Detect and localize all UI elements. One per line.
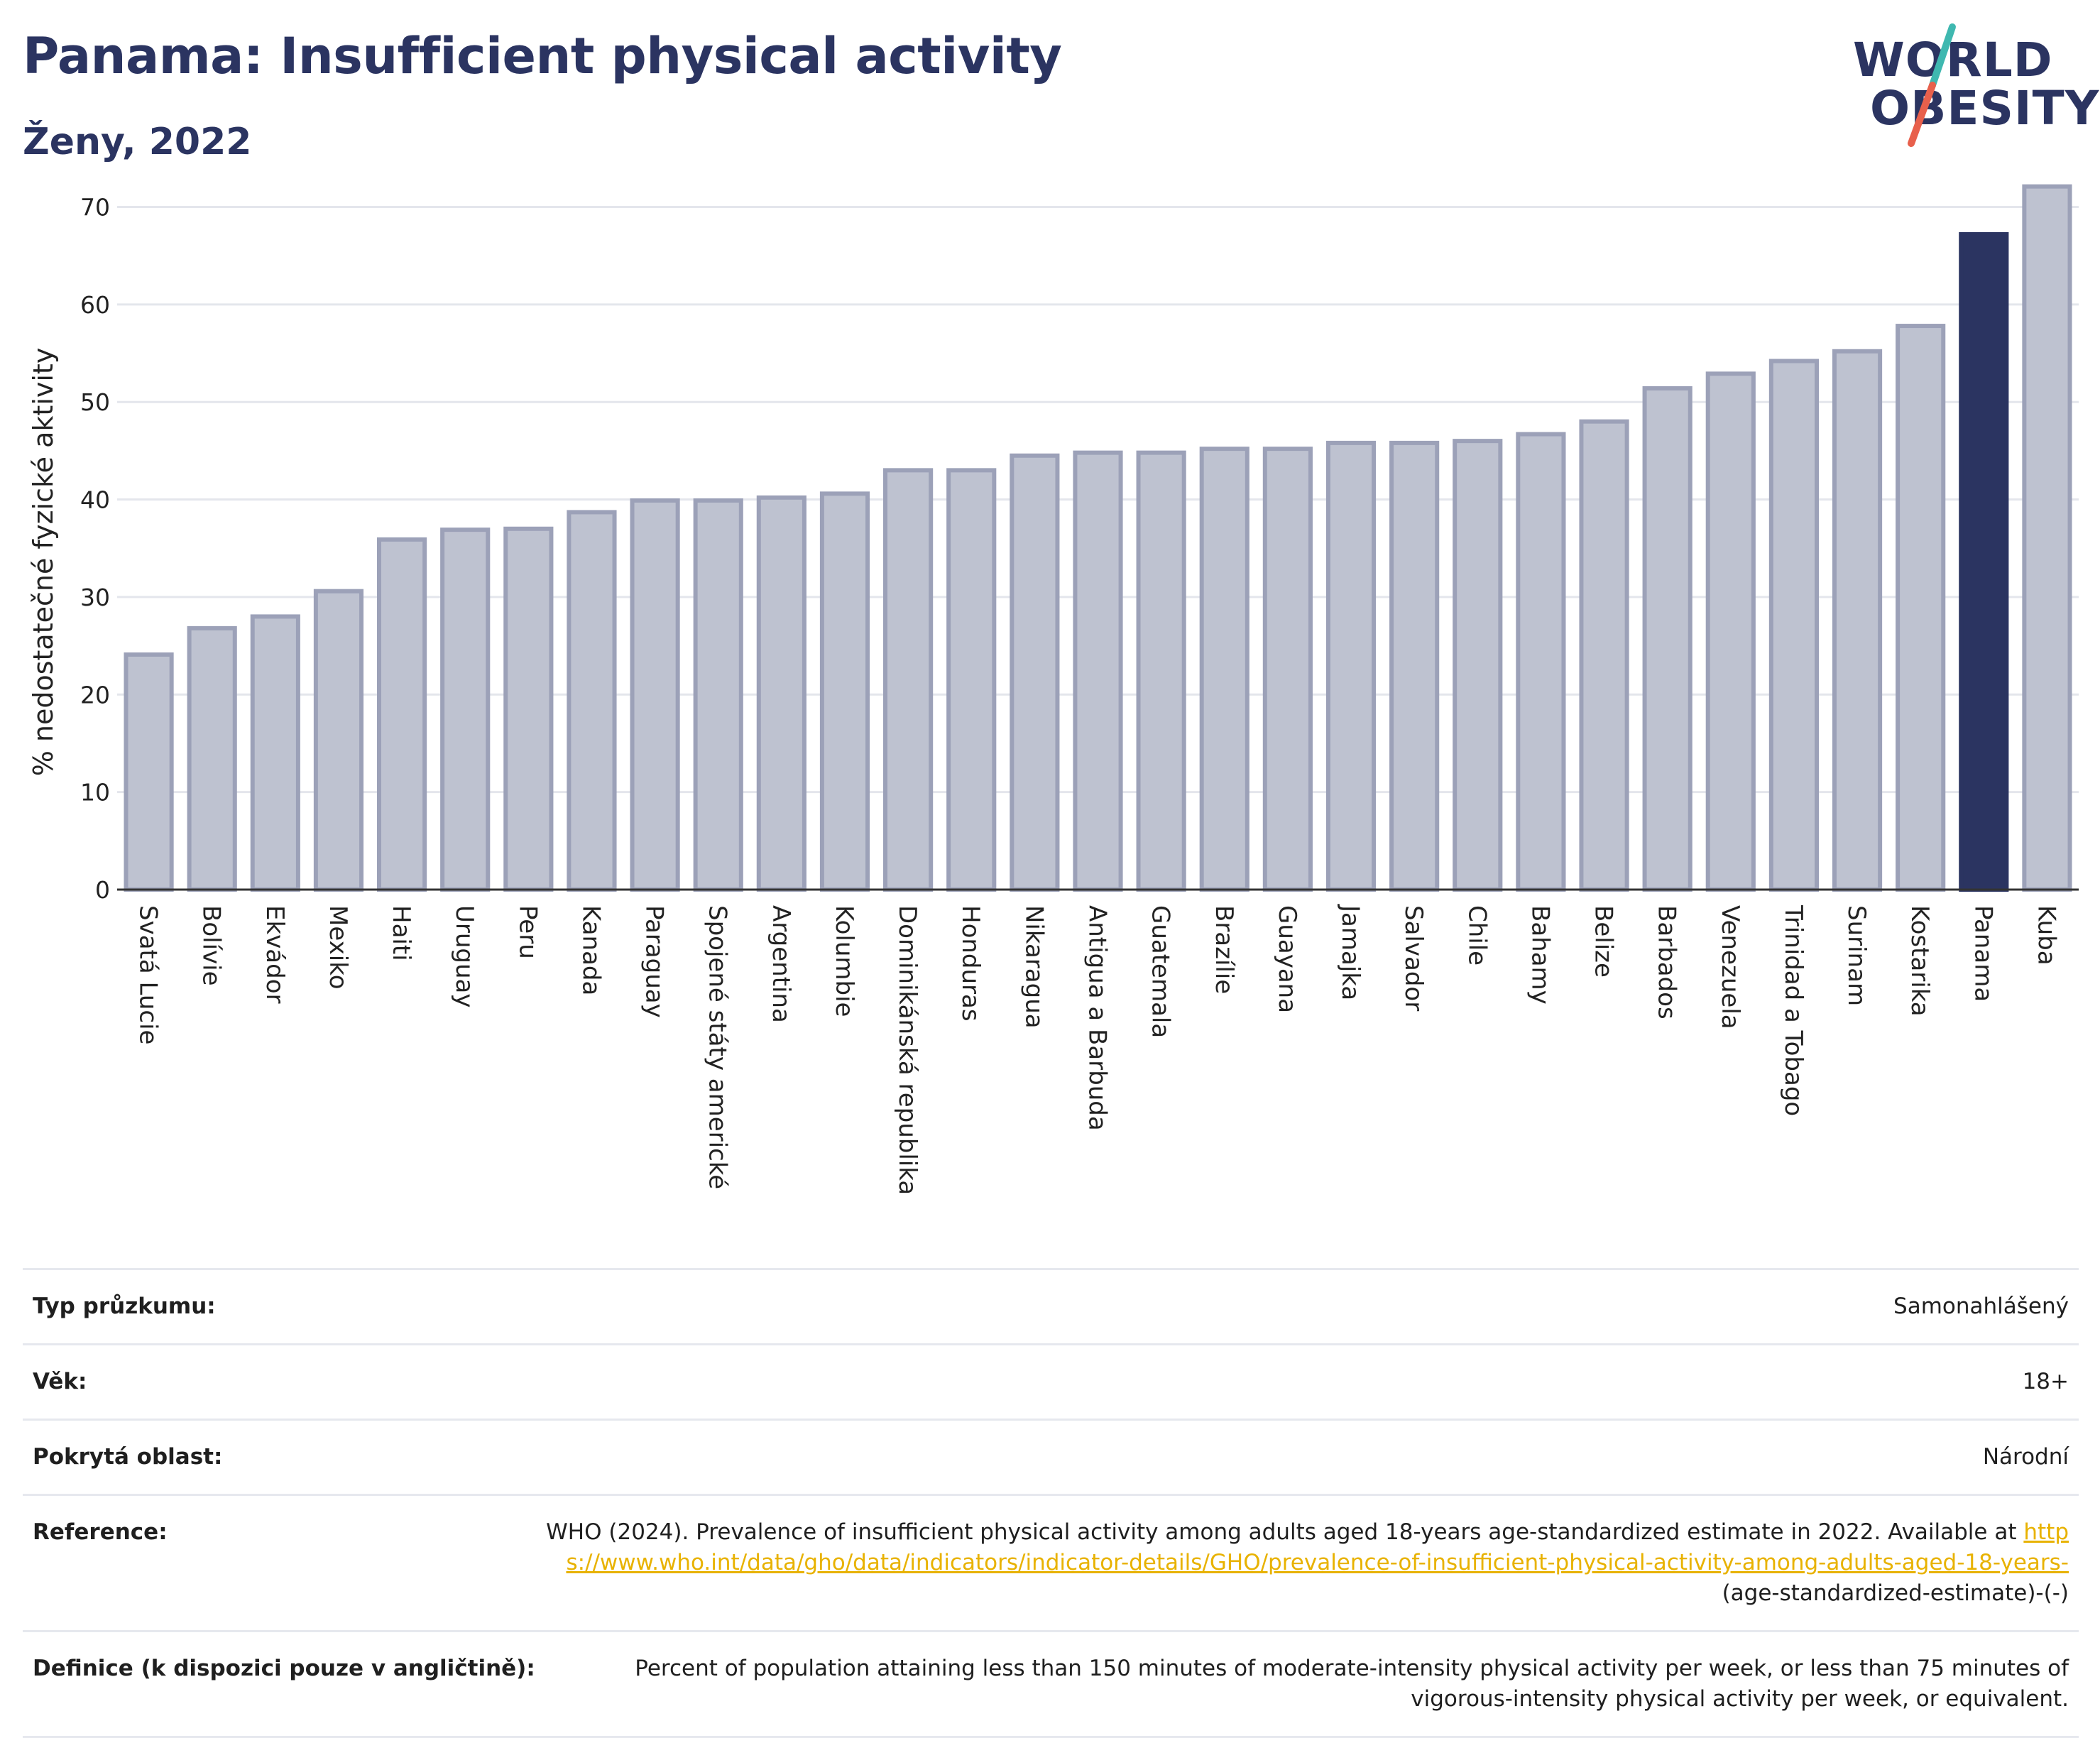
bar — [883, 468, 934, 892]
info-label: Typ průzkumu: — [33, 1294, 216, 1319]
x-tick-label: Uruguay — [450, 905, 478, 1008]
bar — [1642, 386, 1692, 892]
bar — [567, 510, 617, 892]
x-tick-label: Chile — [1462, 905, 1491, 966]
x-tick-label: Kuba — [2032, 905, 2060, 966]
bar — [1896, 324, 1946, 892]
y-tick-label: 0 — [95, 876, 110, 904]
x-tick-label: Belize — [1590, 905, 1618, 978]
x-tick-label: Bahamy — [1526, 905, 1554, 1005]
info-row-reference: Reference: WHO (2024). Prevalence of ins… — [23, 1494, 2079, 1630]
x-tick-label: Honduras — [956, 905, 985, 1022]
info-value: Percent of population attaining less tha… — [635, 1656, 2069, 1712]
bar — [313, 589, 364, 892]
bar — [1959, 231, 2009, 892]
x-tick-label: Nikaragua — [1019, 905, 1048, 1029]
y-axis-label: % nedostatečné fyzické aktivity — [28, 348, 59, 777]
bar — [819, 491, 870, 892]
bar — [1136, 450, 1186, 892]
logo-line-1: WORLD — [1853, 33, 2053, 87]
bar — [1516, 432, 1566, 892]
bar — [1389, 440, 1440, 892]
info-value: Národní — [1982, 1444, 2069, 1470]
y-tick-label: 60 — [80, 291, 110, 319]
bar — [2022, 184, 2072, 892]
y-tick-label: 30 — [80, 584, 110, 611]
x-tick-label: Trinidad a Tobago — [1779, 904, 1808, 1116]
chart-title: Panama: Insufficient physical activity — [23, 27, 1062, 85]
y-tick-label: 20 — [80, 681, 110, 709]
bar — [1705, 371, 1756, 892]
bar — [1073, 450, 1123, 892]
info-label: Pokrytá oblast: — [33, 1444, 223, 1470]
x-tick-label: Peru — [513, 905, 542, 959]
bar — [1453, 439, 1503, 892]
x-tick-label: Spojené státy americké — [704, 905, 732, 1189]
x-tick-label: Paraguay — [640, 905, 669, 1018]
y-tick-label: 50 — [80, 388, 110, 416]
bar — [946, 468, 997, 892]
info-row-survey-type: Typ průzkumu: Samonahlášený — [23, 1268, 2079, 1343]
x-tick-label: Salvador — [1399, 905, 1428, 1011]
x-tick-label: Kanada — [576, 905, 605, 995]
x-tick-label: Svatá Lucie — [134, 905, 163, 1044]
bar — [1199, 447, 1249, 892]
reference-link[interactable]: https://www.who.int/data/gho/data/indica… — [566, 1519, 2069, 1575]
world-obesity-logo: WORLD OBESITY — [1853, 21, 2099, 149]
x-tick-label: Kolumbie — [830, 905, 858, 1017]
x-tick-label: Mexiko — [324, 905, 352, 990]
chart-subtitle: Ženy, 2022 — [23, 121, 252, 163]
y-tick-label: 70 — [80, 193, 110, 221]
x-tick-label: Kostarika — [1905, 905, 1934, 1017]
info-value: 18+ — [2022, 1369, 2069, 1394]
bar — [1010, 453, 1060, 892]
info-value: WHO (2024). Prevalence of insufficient p… — [542, 1517, 2069, 1609]
info-row-age: Věk: 18+ — [23, 1343, 2079, 1419]
bar-chart: 0 10 20 30 40 50 60 70 % nedostatečné fyzické ak… — [28, 184, 2079, 1195]
bar — [756, 495, 806, 892]
x-tick-label: Brazílie — [1210, 905, 1238, 994]
bar — [1262, 447, 1313, 892]
x-tick-label: Antigua a Barbuda — [1083, 905, 1112, 1131]
info-label: Reference: — [33, 1519, 168, 1545]
bar — [1768, 359, 1820, 892]
x-tick-label: Ekvádor — [261, 905, 289, 1004]
x-tick-label: Surinam — [1842, 905, 1871, 1006]
x-tick-label: Argentina — [767, 905, 795, 1023]
reference-suffix: (age-standardized-estimate)-(-) — [1722, 1580, 2069, 1606]
bar — [630, 498, 680, 892]
info-label: Věk: — [33, 1369, 87, 1394]
bar — [1579, 419, 1629, 892]
x-tick-label: Barbados — [1653, 905, 1681, 1020]
y-tick-label: 40 — [80, 486, 110, 514]
info-row-coverage: Pokrytá oblast: Národní — [23, 1419, 2079, 1494]
x-tick-label: Venezuela — [1716, 905, 1744, 1029]
info-value: Samonahlášený — [1893, 1294, 2069, 1319]
x-tick-label: Haiti — [387, 905, 415, 961]
bar — [1325, 440, 1377, 892]
bar — [250, 614, 300, 892]
bar — [1832, 349, 1883, 892]
bar — [440, 528, 491, 892]
x-tick-label: Bolívie — [197, 905, 226, 986]
x-tick-label: Panama — [1969, 905, 1997, 1002]
info-row-definition: Definice (k dispozici pouze v angličtině… — [23, 1630, 2079, 1738]
info-label: Definice (k dispozici pouze v angličtině… — [33, 1656, 535, 1681]
x-tick-label: Guatemala — [1147, 905, 1175, 1038]
bar — [124, 652, 174, 892]
x-tick-label: Dominikánská republika — [893, 905, 922, 1195]
bar — [503, 526, 554, 892]
bar — [693, 498, 743, 892]
logo-line-2: OBESITY — [1870, 81, 2100, 136]
x-tick-label: Guayana — [1273, 905, 1301, 1013]
x-tick-label: Jamajka — [1336, 904, 1365, 1000]
bar — [187, 625, 237, 892]
bar — [376, 537, 427, 892]
info-table: Typ průzkumu: Samonahlášený Věk: 18+ Pok… — [23, 1268, 2079, 1738]
reference-text: WHO (2024). Prevalence of insufficient p… — [546, 1519, 2024, 1545]
logo-slash-icon — [1908, 23, 1956, 147]
y-tick-label: 10 — [80, 779, 110, 807]
